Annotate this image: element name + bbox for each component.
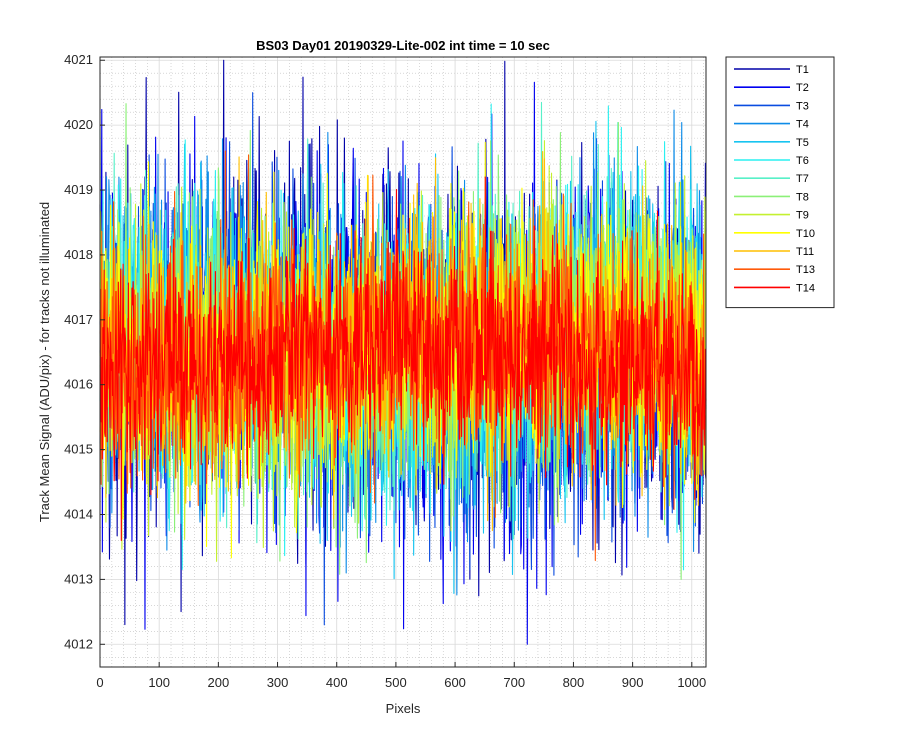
x-tick-label: 100	[148, 675, 170, 690]
y-tick-label: 4013	[64, 571, 93, 586]
y-tick-label: 4015	[64, 442, 93, 457]
y-tick-label: 4012	[64, 636, 93, 651]
x-tick-label: 600	[444, 675, 466, 690]
series-layer	[99, 59, 707, 645]
chart-title: BS03 Day01 20190329-Lite-002 int time = …	[256, 38, 550, 53]
legend-label-t7: T7	[796, 173, 809, 185]
legend: T1 T2 T3 T4 T5 T6 T7 T8 T9 T10 T11 T13 T14	[725, 56, 835, 309]
y-axis-label: Track Mean Signal (ADU/pix) - for tracks…	[37, 202, 52, 522]
legend-label-t6: T6	[796, 155, 809, 167]
legend-label-t5: T5	[796, 137, 809, 149]
x-tick-label: 800	[563, 675, 585, 690]
x-tick-label: 700	[503, 675, 525, 690]
legend-label-t1: T1	[796, 64, 809, 76]
legend-label-t3: T3	[796, 100, 809, 112]
y-tick-label: 4018	[64, 247, 93, 262]
y-tick-label: 4016	[64, 377, 93, 392]
x-tick-label: 0	[96, 675, 103, 690]
x-tick-label: 300	[267, 675, 289, 690]
tick-layer: 0 100 200 300 400 500 600 700 800 900 1000 4012 4013…	[64, 52, 706, 690]
y-tick-label: 4019	[64, 182, 93, 197]
y-tick-label: 4014	[64, 507, 93, 522]
legend-label-t2: T2	[796, 82, 809, 94]
x-tick-label: 900	[622, 675, 644, 690]
legend-label-t13: T13	[796, 264, 815, 276]
y-tick-label: 4017	[64, 312, 93, 327]
legend-label-t10: T10	[796, 228, 815, 240]
x-tick-label: 1000	[677, 675, 706, 690]
plot-frame	[99, 56, 707, 668]
y-tick-label: 4021	[64, 52, 93, 67]
legend-label-t9: T9	[796, 210, 809, 222]
x-tick-label: 200	[208, 675, 230, 690]
legend-label-t14: T14	[796, 282, 815, 294]
x-tick-label: 500	[385, 675, 407, 690]
legend-box	[725, 56, 835, 309]
series-line-t14	[99, 176, 707, 542]
legend-label-t4: T4	[796, 119, 809, 131]
legend-label-t8: T8	[796, 191, 809, 203]
x-axis-label: Pixels	[386, 701, 421, 716]
x-tick-label: 400	[326, 675, 348, 690]
y-tick-label: 4020	[64, 117, 93, 132]
legend-label-t11: T11	[796, 246, 814, 258]
